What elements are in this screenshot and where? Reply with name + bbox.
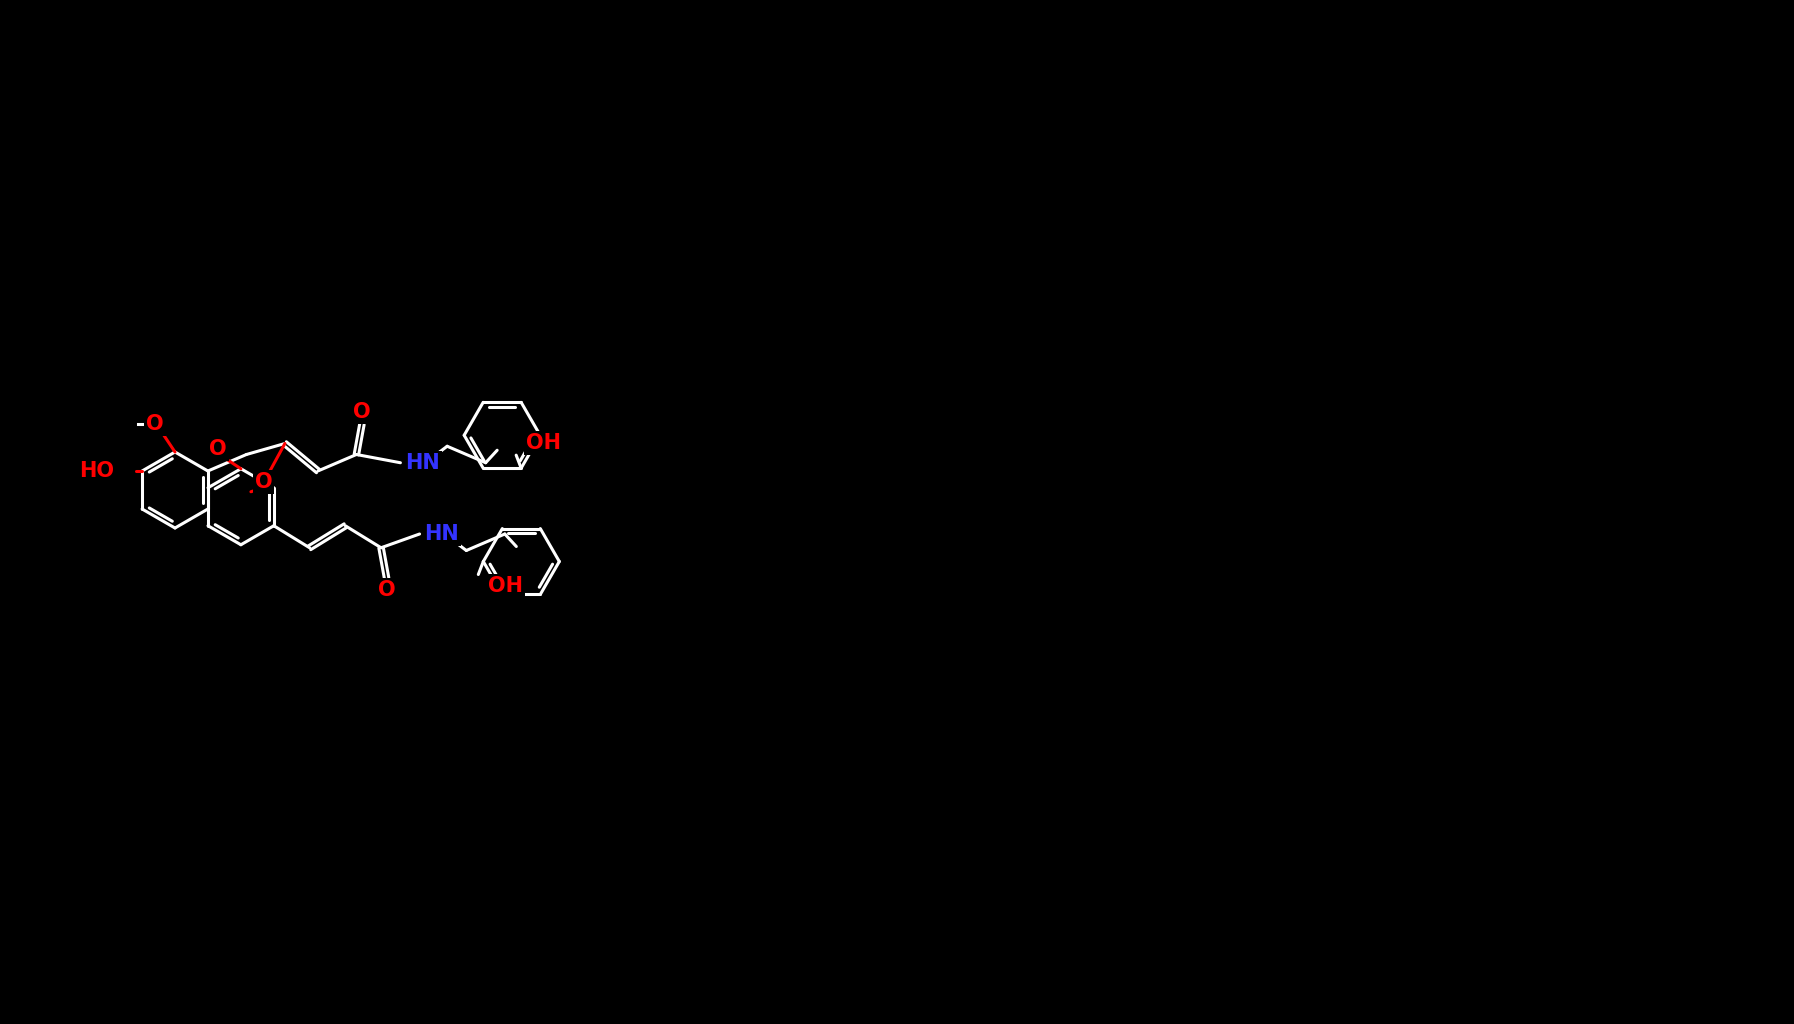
Text: O: O	[353, 402, 371, 422]
Text: OH: OH	[488, 577, 524, 597]
Text: O: O	[145, 414, 163, 434]
Text: O: O	[379, 580, 395, 600]
Text: HO: HO	[79, 461, 115, 481]
Text: HN: HN	[425, 524, 459, 544]
Text: HN: HN	[405, 453, 440, 473]
Text: O: O	[255, 472, 273, 492]
Text: OH: OH	[526, 433, 562, 454]
Text: O: O	[210, 438, 226, 459]
